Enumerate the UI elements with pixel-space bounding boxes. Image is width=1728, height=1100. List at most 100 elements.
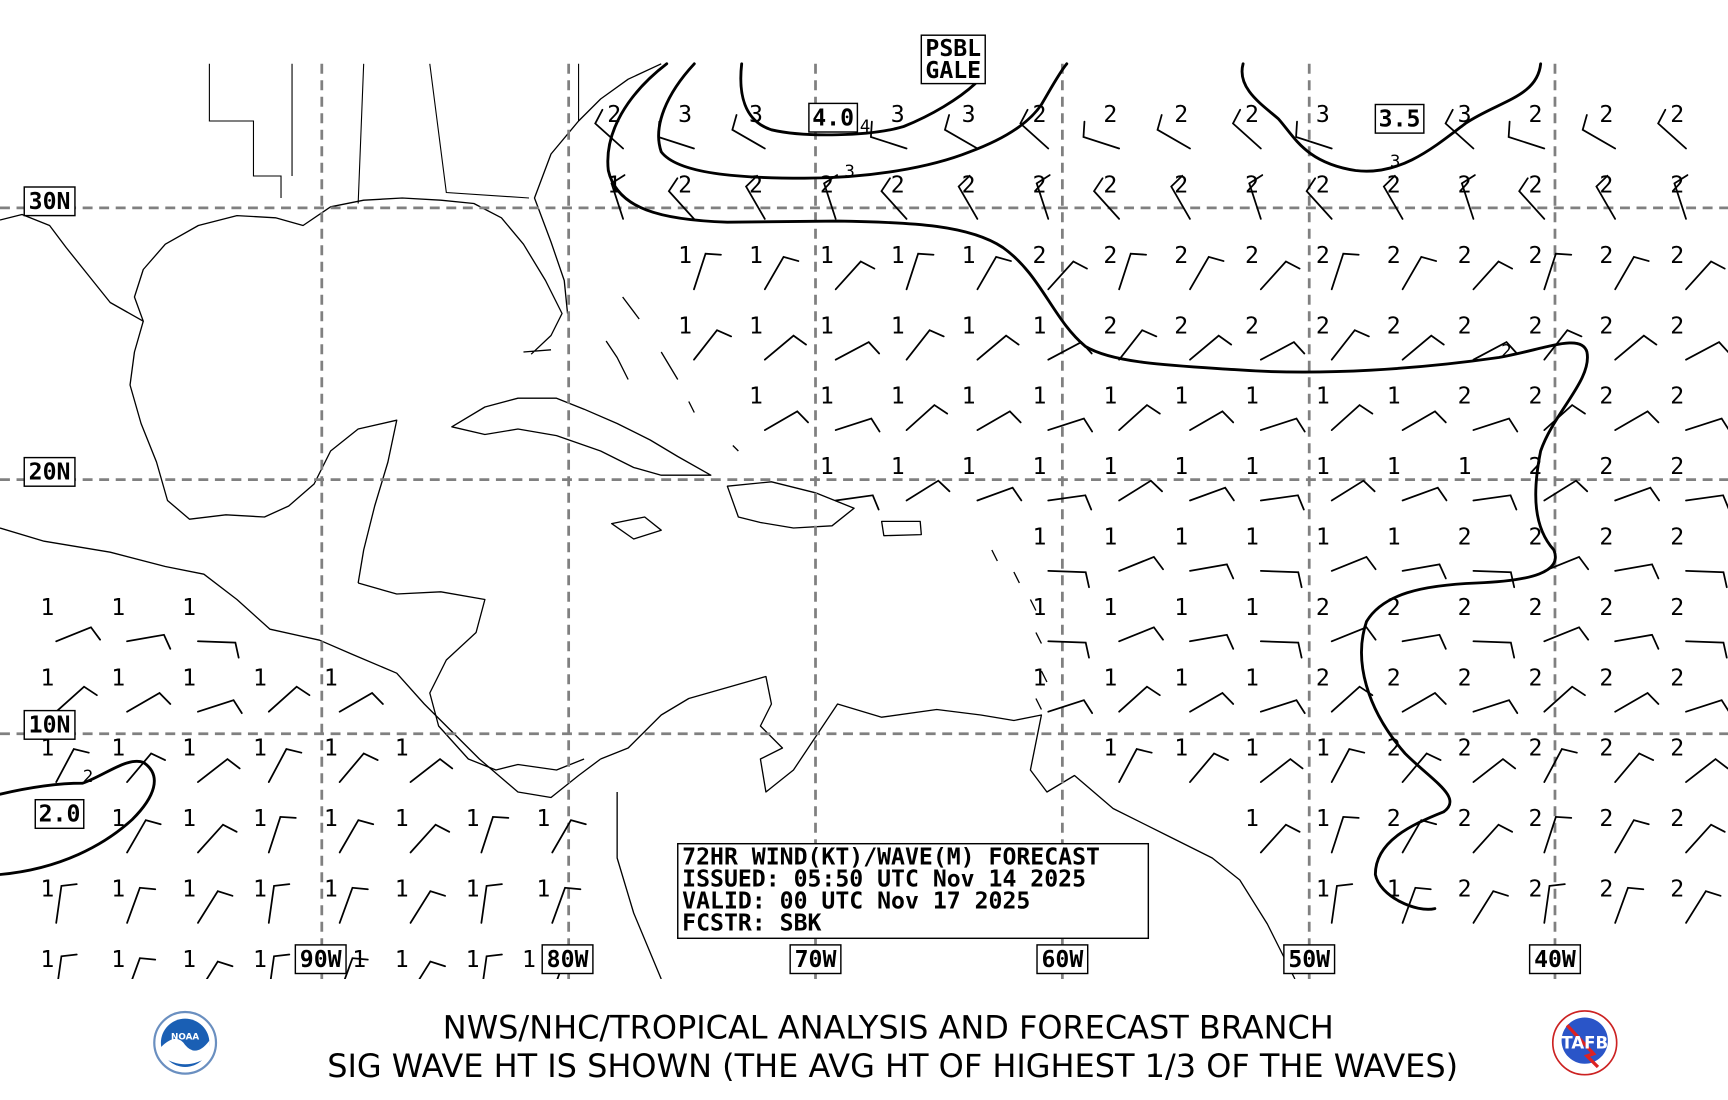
wind-barb [55, 685, 98, 713]
info-title: 72HR WIND(KT)/WAVE(M) FORECAST [682, 845, 1100, 871]
wind-barb [834, 494, 880, 511]
wave-height-value: 1 [962, 313, 976, 339]
wind-barb [1518, 177, 1546, 220]
wind-barb [1189, 334, 1233, 361]
wave-height-value: 3 [962, 102, 976, 128]
wave-height-value: 1 [1245, 806, 1259, 832]
wind-barb [1460, 174, 1476, 220]
wave-height-value: 2 [1599, 384, 1613, 410]
wind-barb [1259, 260, 1301, 291]
wave-height-value: 2 [1316, 313, 1330, 339]
wind-barb [1295, 120, 1333, 150]
wave-height-value: 2 [1387, 665, 1401, 691]
contour-4m [739, 62, 977, 137]
wave-height-value: 1 [536, 877, 550, 903]
max-wave-label: 3.5 [1379, 107, 1421, 133]
wind-barb [1472, 757, 1517, 783]
wave-height-value: 1 [324, 877, 338, 903]
wave-height-value: 2 [749, 173, 763, 199]
wind-barb [1118, 403, 1161, 431]
wave-height-value: 1 [891, 243, 905, 269]
wave-height-value: 2 [1458, 243, 1472, 269]
wind-barb [409, 890, 446, 924]
wind-barb [1401, 886, 1432, 924]
wave-height-value: 1 [1032, 384, 1046, 410]
wind-barb [1614, 563, 1660, 580]
wind-barb [1259, 417, 1306, 433]
contour-label: 4 [860, 117, 871, 136]
wind-barb [976, 334, 1020, 361]
wave-height-value: 1 [1245, 384, 1259, 410]
wave-height-value: 2 [1316, 595, 1330, 621]
contour-label: 2 [1501, 341, 1512, 360]
wave-height-value: 2 [1670, 102, 1684, 128]
wind-barb [1305, 177, 1333, 220]
wave-height-value: 2 [1599, 454, 1613, 480]
wind-barb [1472, 890, 1509, 924]
wind-barb [1543, 883, 1566, 924]
wave-height-value: 1 [1032, 313, 1046, 339]
wave-height-value: 1 [820, 313, 834, 339]
wind-barbs [55, 108, 1728, 995]
wind-barb [763, 410, 809, 431]
wave-height-value: 1 [395, 877, 409, 903]
longitude-labels: 90W 80W 70W 60W 50W 40W [294, 944, 1582, 975]
us-gulf-coast [0, 197, 563, 355]
noaa-logo-text: NOAA [171, 1033, 199, 1043]
wind-barb [1614, 255, 1650, 291]
wave-height-value: 2 [1529, 243, 1543, 269]
wave-height-value: 1 [1245, 665, 1259, 691]
wave-height-value: 2 [962, 173, 976, 199]
wave-height-value: 2 [1316, 665, 1330, 691]
forecast-info-box: 72HR WIND(KT)/WAVE(M) FORECAST ISSUED: 0… [677, 842, 1150, 940]
wind-barb [1047, 699, 1094, 715]
wind-barb [1118, 626, 1164, 643]
wind-barb [126, 633, 172, 650]
wave-height-value: 2 [1599, 665, 1613, 691]
max-wave-label: 2.0 [39, 802, 81, 828]
wind-barb [1401, 255, 1438, 291]
wave-height-value: 1 [1245, 454, 1259, 480]
wave-height-value: 1 [324, 665, 338, 691]
wave-height-value: 2 [1245, 173, 1259, 199]
wave-height-value: 2 [1032, 102, 1046, 128]
wind-barb [1472, 640, 1516, 659]
wave-height-value: 2 [1670, 877, 1684, 903]
wave-height-value: 1 [1316, 736, 1330, 762]
wave-height-value: 1 [749, 313, 763, 339]
wave-height-value: 1 [1458, 454, 1472, 480]
wind-barb [1330, 816, 1360, 854]
lon-label-50w: 50W [1288, 947, 1330, 973]
wind-barb [1259, 640, 1303, 659]
wave-height-value: 2 [1387, 243, 1401, 269]
wave-height-value: 1 [1103, 454, 1117, 480]
wind-barb [55, 626, 101, 643]
wave-height-value: 2 [1032, 243, 1046, 269]
wave-height-value: 2 [1387, 806, 1401, 832]
wave-height-value: 1 [891, 454, 905, 480]
contour-labels: 4 3 3 2 2 [83, 117, 1512, 786]
wind-barb [1543, 403, 1586, 431]
wave-height-value: 1 [253, 806, 267, 832]
wind-barb [338, 819, 375, 854]
wind-barb [834, 341, 881, 361]
wave-height-value: 2 [1599, 243, 1613, 269]
wind-barb [1092, 177, 1121, 220]
wave-height-value: 1 [40, 665, 54, 691]
wind-barb [1472, 570, 1516, 589]
florida-east-coast [533, 63, 662, 314]
lon-label-70w: 70W [795, 947, 837, 973]
wind-barb [1118, 685, 1161, 713]
wave-height-value: 1 [1032, 665, 1046, 691]
wind-barb [905, 252, 935, 291]
wind-barb [834, 417, 881, 433]
wave-height-value: 1 [40, 736, 54, 762]
wave-height-value: 1 [111, 806, 125, 832]
wave-height-value: 1 [40, 595, 54, 621]
wave-height-value: 1 [1103, 736, 1117, 762]
wind-barb [1614, 410, 1660, 431]
wind-barb [1330, 626, 1377, 643]
footer-agency: NWS/NHC/TROPICAL ANALYSIS AND FORECAST B… [443, 1008, 1334, 1046]
wave-height-value: 1 [111, 947, 125, 973]
puerto-rico [880, 520, 922, 537]
